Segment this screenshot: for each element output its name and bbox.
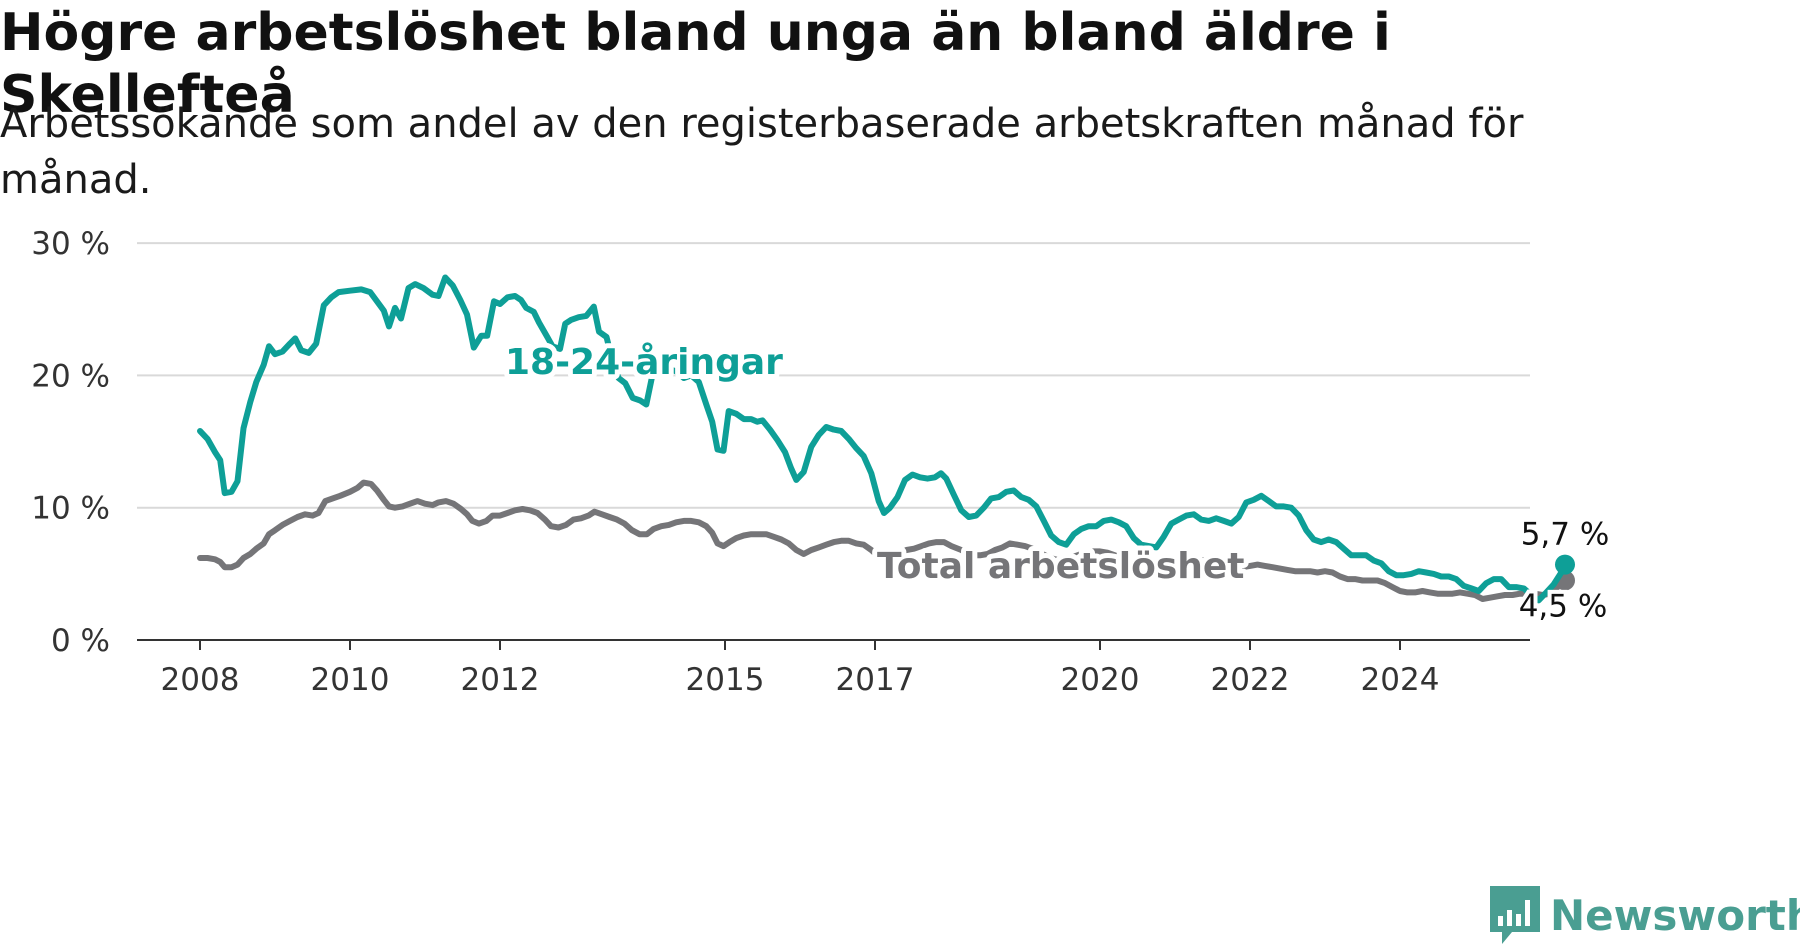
series-lines: [197, 274, 1575, 604]
y-tick-label: 0 %: [51, 623, 110, 659]
x-tick-label: 2024: [1361, 662, 1440, 698]
end-label-youth: 5,7 %: [1521, 517, 1610, 553]
series-label-total: Total arbetslöshet: [877, 546, 1245, 587]
series-line-total: [197, 479, 1568, 602]
x-tick-label: 2020: [1061, 662, 1140, 698]
chart-subtitle: Arbetssökande som andel av den registerb…: [0, 101, 1524, 203]
series-line-youth: [197, 274, 1568, 604]
x-tick-label: 2010: [311, 662, 390, 698]
x-axis-ticks: 2008 2010 2012 2015 2017 2020 2022 2024: [161, 640, 1440, 698]
x-tick-label: 2017: [836, 662, 915, 698]
x-tick-label: 2015: [686, 662, 765, 698]
y-tick-label: 20 %: [31, 358, 110, 394]
y-tick-label: 10 %: [31, 491, 110, 527]
brand-name: Newsworthy: [1550, 890, 1800, 940]
chart-title: Högre arbetslöshet bland unga än bland ä…: [0, 3, 1391, 125]
newsworthy-logo-icon: [1490, 886, 1540, 944]
grid-lines: [137, 242, 1530, 641]
series-label-youth: 18-24-åringar: [505, 342, 783, 383]
newsworthy-logo: Newsworthy: [1490, 886, 1800, 944]
y-tick-label: 30 %: [31, 226, 110, 262]
x-tick-label: 2022: [1211, 662, 1290, 698]
series-labels: 18-24-åringar Total arbetslöshet 5,7 % 4,5 …: [500, 337, 1613, 628]
y-axis-ticks: 0 % 10 % 20 % 30 %: [31, 226, 110, 659]
end-point-youth: [1555, 554, 1575, 575]
x-tick-label: 2008: [161, 662, 240, 698]
x-tick-label: 2012: [461, 662, 540, 698]
end-label-total: 4,5 %: [1519, 588, 1608, 624]
